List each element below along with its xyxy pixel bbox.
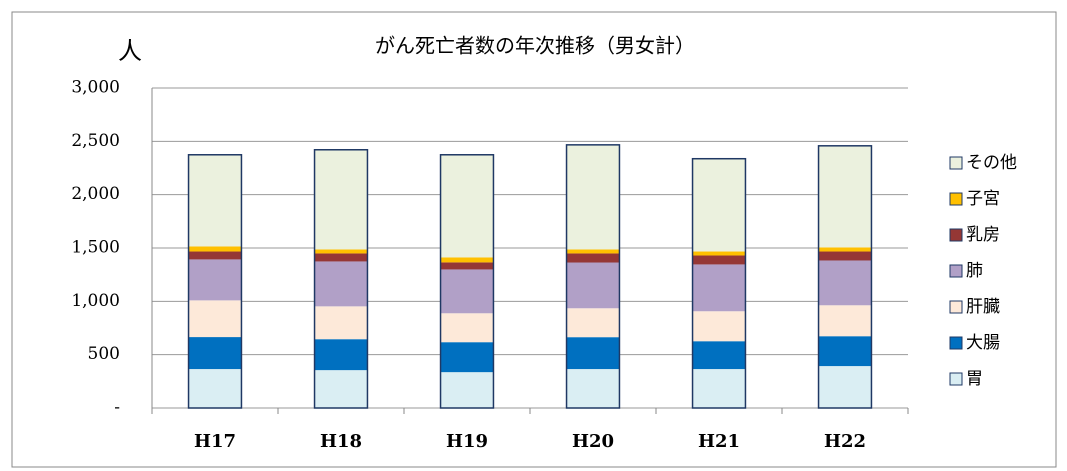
legend-swatch	[949, 192, 963, 206]
y-tick-label: 3,000	[71, 78, 120, 98]
bar-segment	[566, 369, 620, 408]
bar-segment	[818, 251, 872, 261]
bar-segment	[440, 154, 494, 258]
bar-segment	[566, 308, 620, 338]
bar-segment	[188, 246, 242, 252]
bar-segment	[566, 144, 620, 250]
bar-segment	[818, 305, 872, 337]
legend-label: 肝臓	[966, 297, 1000, 317]
bar-segment	[566, 337, 620, 370]
bar-segment	[188, 369, 242, 408]
bar-segment	[440, 257, 494, 263]
legend-label: 子宮	[966, 189, 1000, 209]
bar-segment	[692, 369, 746, 408]
y-tick-label: 1,500	[71, 238, 120, 258]
y-axis-label: 人	[118, 37, 142, 65]
legend-swatch	[949, 336, 963, 350]
legend-label: 乳房	[966, 225, 1000, 245]
bar-segment	[818, 366, 872, 408]
bar-segment	[692, 158, 746, 252]
bar-segment	[692, 341, 746, 370]
bar-segment	[188, 251, 242, 260]
y-tick-label: -	[114, 398, 120, 418]
bar-segment	[314, 261, 368, 307]
bar-outline	[691, 157, 747, 409]
x-tick-label: H22	[824, 431, 866, 452]
bar-outline	[187, 154, 243, 409]
bar-segment	[440, 372, 494, 408]
bar-segment	[566, 253, 620, 263]
legend-swatch	[949, 156, 963, 170]
chart-title: がん死亡者数の年次推移（男女計）	[375, 34, 695, 58]
legend-swatch	[949, 300, 963, 314]
bar-segment	[188, 259, 242, 301]
bar-segment	[692, 264, 746, 312]
y-tick-label: 2,000	[71, 184, 120, 204]
bar-segment	[314, 149, 368, 250]
y-tick-label: 1,000	[71, 291, 120, 311]
legend-swatch	[949, 264, 963, 278]
legend-label: その他	[966, 153, 1017, 173]
bar-segment	[692, 255, 746, 265]
bar-segment	[314, 370, 368, 408]
bar-segment	[188, 337, 242, 370]
y-tick-label: 2,500	[71, 131, 120, 151]
legend-label: 大腸	[966, 333, 1000, 353]
x-tick-label: H21	[698, 431, 740, 452]
bar-segment	[566, 262, 620, 309]
bar-segment	[818, 336, 872, 367]
legend-swatch	[949, 372, 963, 386]
bar-segment	[188, 300, 242, 338]
bar-segment	[314, 249, 368, 254]
x-tick-label: H17	[194, 431, 236, 452]
y-tick-label: 500	[88, 344, 120, 364]
bar-segment	[692, 251, 746, 256]
legend-label: 胃	[966, 369, 983, 389]
chart-frame	[11, 11, 1057, 468]
legend-label: 肺	[966, 261, 983, 281]
bar-outline	[439, 154, 495, 409]
bar-segment	[440, 342, 494, 373]
legend-swatch	[949, 228, 963, 242]
bar-segment	[692, 311, 746, 342]
bar-segment	[314, 306, 368, 340]
bar-segment	[314, 253, 368, 262]
bar-segment	[818, 260, 872, 306]
bar-segment	[440, 313, 494, 343]
x-tick-label: H18	[320, 431, 362, 452]
x-tick-label: H19	[446, 431, 488, 452]
bar-segment	[818, 145, 872, 248]
bar-segment	[440, 262, 494, 270]
bar-outline	[565, 144, 621, 409]
bar-segment	[440, 269, 494, 314]
bar-segment	[818, 247, 872, 252]
x-tick-label: H20	[572, 431, 614, 452]
bar-segment	[566, 249, 620, 254]
bar-outline	[817, 145, 873, 409]
bar-segment	[314, 339, 368, 371]
bar-segment	[188, 154, 242, 247]
bar-outline	[313, 149, 369, 409]
